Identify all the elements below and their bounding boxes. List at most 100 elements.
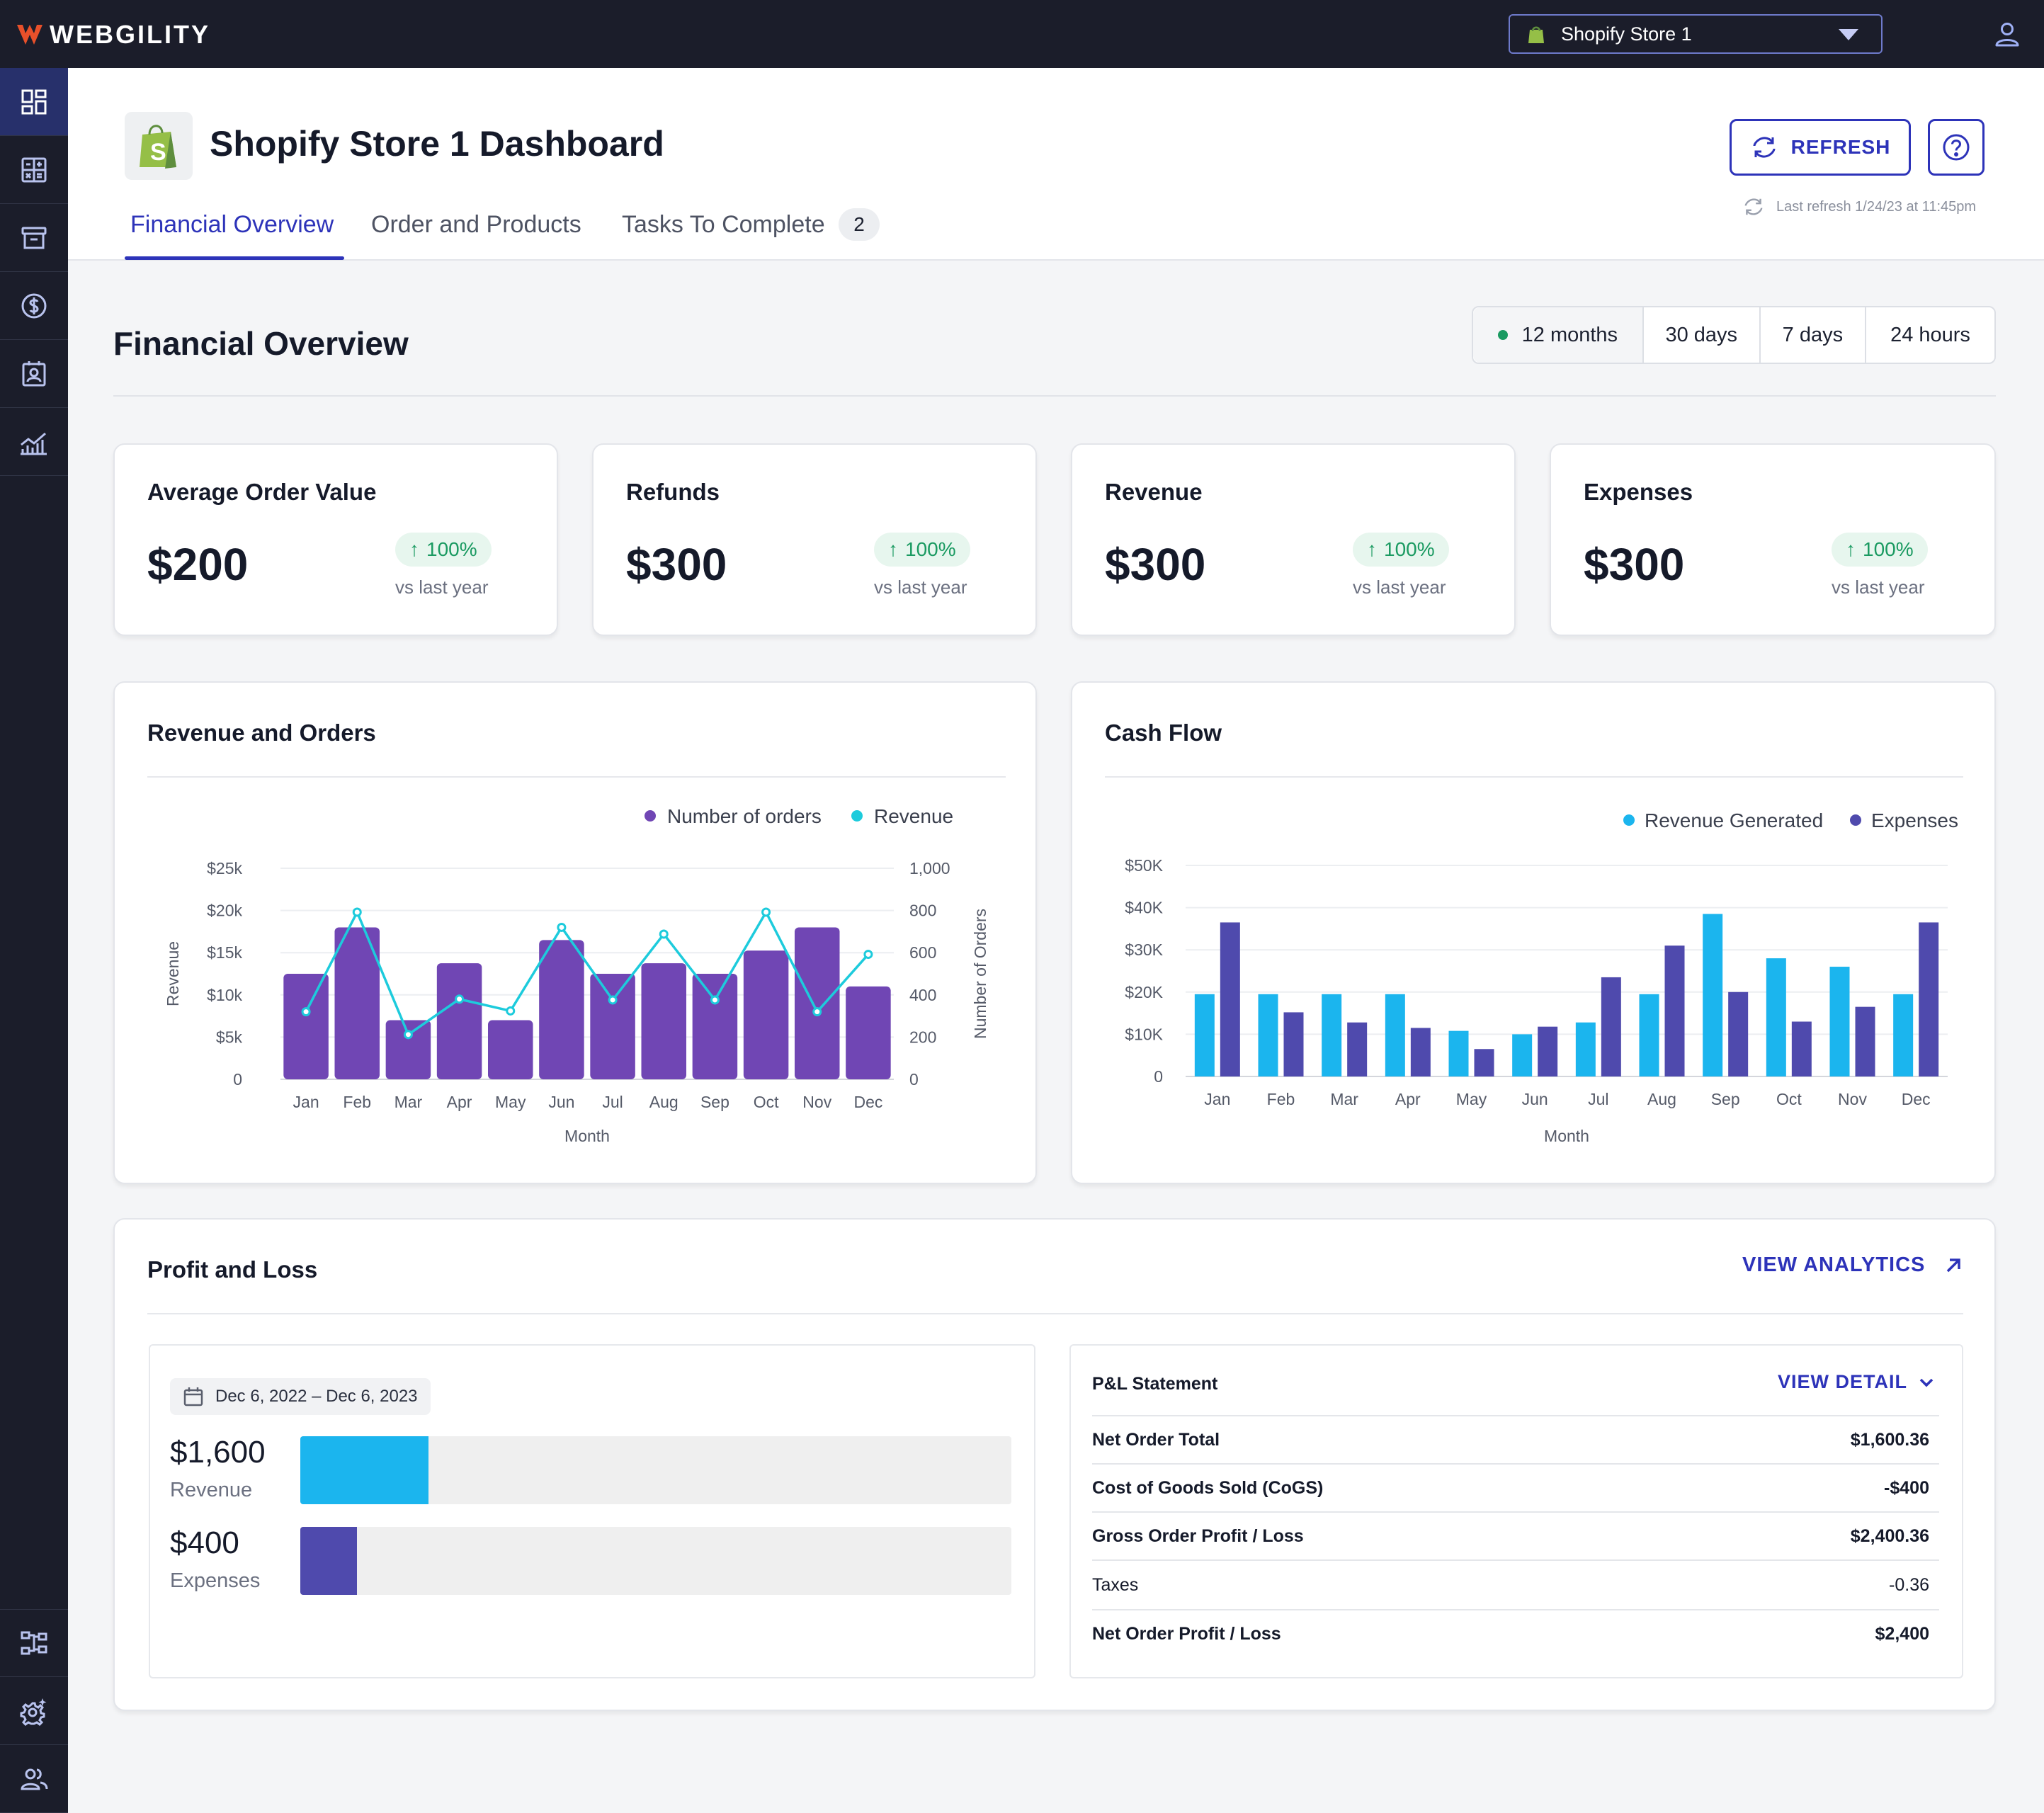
x-tick-label: Nov <box>1838 1090 1867 1108</box>
shopify-bag-icon: S <box>140 125 176 169</box>
section-title: Financial Overview <box>113 325 409 362</box>
statement-row: Cost of Goods Sold (CoGS) -$400 <box>1092 1463 1939 1511</box>
y2-tick-label: 400 <box>909 986 936 1004</box>
kpi-value: $300 <box>626 539 727 590</box>
statement-row-value: -0.36 <box>1889 1574 1929 1595</box>
cash-flow-card: Cash Flow Revenue Generated Expenses 0 $10K… <box>1071 681 1996 1184</box>
top-bar: WEBGILITY Shopify Store 1 <box>0 0 2044 68</box>
date-range-chip[interactable]: Dec 6, 2022 – Dec 6, 2023 <box>170 1378 431 1415</box>
external-arrow-icon <box>1947 1258 1961 1272</box>
legend-label: Revenue Generated <box>1645 809 1823 831</box>
x-tick-label: Mar <box>394 1093 423 1111</box>
x-tick-label: May <box>1456 1090 1487 1108</box>
y-tick-label: $40K <box>1125 899 1163 917</box>
line-point <box>506 1006 516 1016</box>
sidebar-item-settings[interactable] <box>0 1677 68 1745</box>
kpi-change-badge: ↑ 100% <box>1832 533 1928 567</box>
bar <box>539 940 584 1079</box>
y-tick-label: $50K <box>1125 856 1163 875</box>
webgility-logo[interactable]: WEBGILITY <box>16 20 210 50</box>
dollar-icon <box>21 293 47 318</box>
users-icon <box>21 1768 48 1790</box>
line-point <box>352 907 362 917</box>
range-option-7-days[interactable]: 7 days <box>1761 307 1866 363</box>
y2-tick-label: 1,000 <box>909 859 950 877</box>
statement-row: Net Order Profit / Loss $2,400 <box>1092 1609 1939 1657</box>
kpi-card-expenses: Expenses $300 ↑ 100% vs last year <box>1550 443 1996 636</box>
bar <box>794 927 840 1079</box>
date-range-text: Dec 6, 2022 – Dec 6, 2023 <box>215 1387 418 1406</box>
shopify-logo: S <box>125 112 193 180</box>
refresh-button[interactable]: REFRESH <box>1730 119 1911 176</box>
bar <box>1639 994 1659 1076</box>
sidebar <box>0 68 68 1813</box>
page-title: Shopify Store 1 Dashboard <box>210 124 664 164</box>
bar <box>1322 994 1342 1076</box>
revenue-orders-chart: Number of orders Revenue 0 $5k $10k $15k $20k $… <box>164 805 989 1145</box>
kpi-title: Average Order Value <box>147 479 377 505</box>
tab-order-and-products[interactable]: Order and Products <box>371 211 581 238</box>
y2-axis-label: Number of Orders <box>971 909 989 1039</box>
bar <box>1347 1022 1368 1076</box>
y2-tick-label: 800 <box>909 902 936 920</box>
bar <box>283 974 329 1079</box>
settings-icon <box>20 1698 47 1726</box>
statement-row-label: Net Order Profit / Loss <box>1092 1623 1281 1644</box>
bar <box>743 950 789 1079</box>
sidebar-item-users[interactable] <box>0 1745 68 1813</box>
store-selector[interactable]: Shopify Store 1 <box>1509 14 1883 54</box>
line-point <box>608 995 618 1005</box>
statement-row-label: Net Order Total <box>1092 1429 1220 1450</box>
range-option-12-months[interactable]: 12 months <box>1473 307 1644 363</box>
sidebar-item-inventory[interactable] <box>0 204 68 272</box>
y-tick-label: $10k <box>207 986 242 1004</box>
y-tick-label: $20K <box>1125 983 1163 1001</box>
help-button[interactable] <box>1928 119 1985 176</box>
bar <box>1601 977 1621 1076</box>
pnl-expenses-value: $400 <box>170 1525 239 1560</box>
range-option-24-hours[interactable]: 24 hours <box>1890 323 1970 346</box>
tab-tasks-to-complete[interactable]: Tasks To Complete <box>622 211 825 238</box>
svg-text:S: S <box>150 139 166 166</box>
sidebar-item-integrations[interactable] <box>0 1609 68 1677</box>
pnl-expenses-label: Expenses <box>170 1569 261 1592</box>
range-option-30-days[interactable]: 30 days <box>1644 307 1761 363</box>
user-icon[interactable] <box>1993 20 2021 48</box>
line-point <box>710 995 720 1005</box>
time-range-selector: 12 months 30 days 7 days 24 hours <box>1472 306 1996 364</box>
x-tick-label: Jul <box>602 1093 623 1111</box>
sidebar-item-finance[interactable] <box>0 272 68 340</box>
view-detail-link[interactable]: VIEW DETAIL <box>1778 1371 1936 1393</box>
chevron-down-icon <box>1919 1378 1934 1387</box>
bar <box>1474 1049 1494 1076</box>
x-tick-label: Dec <box>853 1093 882 1111</box>
x-tick-label: Apr <box>447 1093 472 1111</box>
shopify-bag-icon <box>1528 26 1544 43</box>
active-range-dot <box>1497 330 1508 340</box>
bar <box>487 1020 533 1079</box>
sidebar-item-analytics[interactable] <box>0 408 68 476</box>
revenue-orders-card: Revenue and Orders Number of orders Reven… <box>113 681 1037 1184</box>
statement-row-value: -$400 <box>1884 1477 1929 1498</box>
sidebar-item-accounting[interactable] <box>0 136 68 204</box>
view-analytics-link[interactable]: VIEW ANALYTICS <box>1742 1254 1965 1277</box>
x-axis-label: Month <box>564 1127 610 1145</box>
kpi-card-average-order-value: Average Order Value $200 ↑ 100% vs last y… <box>113 443 558 636</box>
kpi-change: 100% <box>426 538 477 560</box>
y-tick-label: $10K <box>1125 1025 1163 1043</box>
sidebar-item-dashboard[interactable] <box>0 68 68 136</box>
y2-tick-label: 0 <box>909 1070 919 1089</box>
x-tick-label: Feb <box>343 1093 371 1111</box>
webgility-logo-icon <box>17 25 42 45</box>
tab-financial-overview[interactable]: Financial Overview <box>130 211 334 238</box>
legend-marker <box>645 810 656 822</box>
kpi-change-badge: ↑ 100% <box>1353 533 1449 567</box>
bar <box>1766 958 1786 1076</box>
y-tick-label: $25k <box>207 859 242 877</box>
bar <box>1893 994 1914 1076</box>
store-selector-value: Shopify Store 1 <box>1561 23 1692 45</box>
x-tick-label: Jun <box>548 1093 574 1111</box>
bar <box>1448 1030 1469 1076</box>
sidebar-item-contacts[interactable] <box>0 340 68 408</box>
x-tick-label: Nov <box>802 1093 831 1111</box>
